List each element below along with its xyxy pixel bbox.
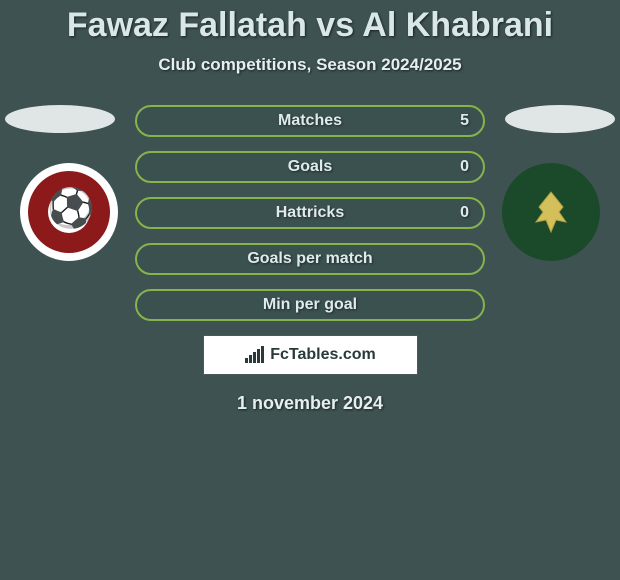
club-badge-left [20, 163, 118, 261]
soccer-ball-icon [48, 191, 90, 233]
stat-right-value: 5 [460, 112, 469, 130]
date-label: 1 november 2024 [0, 393, 620, 414]
stat-row: Hattricks 0 [135, 197, 485, 229]
stat-label: Hattricks [276, 204, 344, 222]
stat-label: Matches [278, 112, 342, 130]
stat-label: Goals [288, 158, 332, 176]
stats-list: Matches 5 Goals 0 Hattricks 0 Goals per … [135, 105, 485, 321]
player-shadow-left [5, 105, 115, 133]
stat-right-value: 0 [460, 204, 469, 222]
stat-row: Matches 5 [135, 105, 485, 137]
stat-row: Goals per match [135, 243, 485, 275]
comparison-area: Matches 5 Goals 0 Hattricks 0 Goals per … [0, 105, 620, 414]
stat-row: Min per goal [135, 289, 485, 321]
stat-label: Min per goal [263, 296, 357, 314]
club-badge-right [502, 163, 600, 261]
watermark: FcTables.com [203, 335, 418, 375]
page-title: Fawaz Fallatah vs Al Khabrani [0, 0, 620, 45]
stat-row: Goals 0 [135, 151, 485, 183]
player-shadow-right [505, 105, 615, 133]
stat-right-value: 0 [460, 158, 469, 176]
subtitle: Club competitions, Season 2024/2025 [0, 55, 620, 75]
stat-label: Goals per match [247, 250, 372, 268]
eagle-icon [516, 177, 586, 247]
comparison-infographic: Fawaz Fallatah vs Al Khabrani Club compe… [0, 0, 620, 580]
club-badge-left-inner [28, 171, 110, 253]
bar-chart-icon [244, 346, 266, 364]
watermark-text: FcTables.com [270, 346, 376, 364]
